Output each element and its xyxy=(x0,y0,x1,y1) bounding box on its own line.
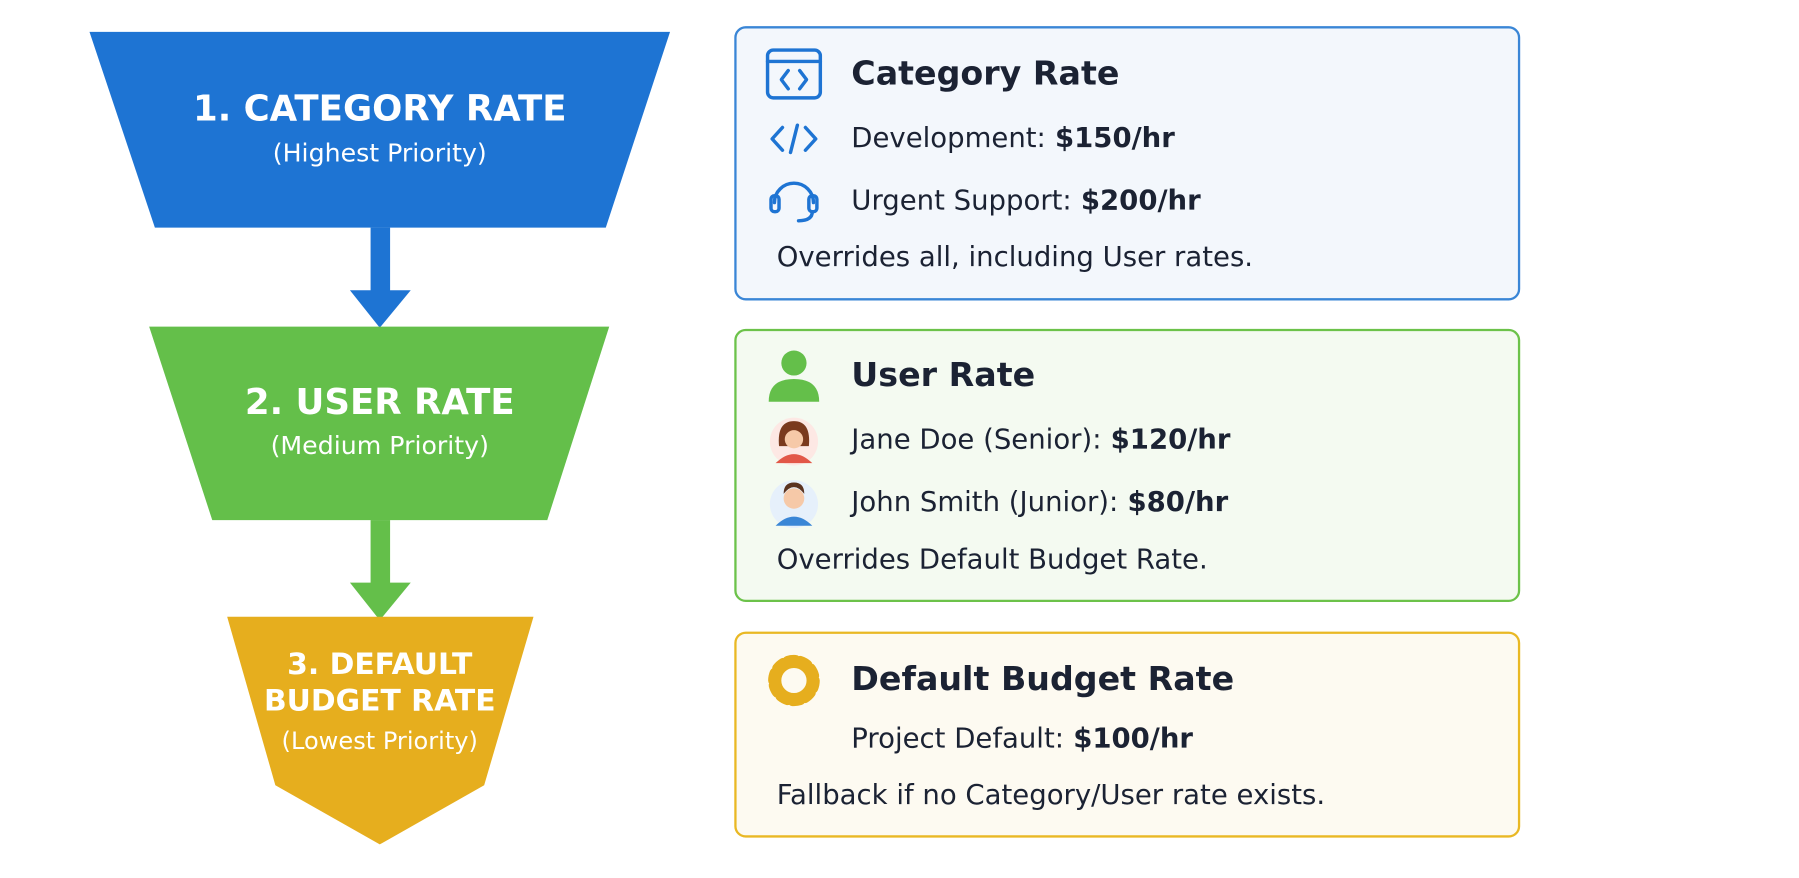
rate-value: $120/hr xyxy=(1111,424,1231,455)
rate-item: Development: $150/hr xyxy=(851,122,1175,153)
funnel-shapes xyxy=(89,31,671,845)
rate-item: Urgent Support: $200/hr xyxy=(851,185,1201,216)
cards-bg xyxy=(734,26,1521,838)
funnel-stage-2 xyxy=(149,326,610,521)
rate-value: $100/hr xyxy=(1073,723,1193,754)
rate-label: Project Default: xyxy=(851,723,1064,754)
card-note: Overrides Default Budget Rate. xyxy=(777,545,1208,576)
user-icon xyxy=(768,350,820,402)
rate-item: Project Default: $100/hr xyxy=(851,723,1193,754)
rate-value: $80/hr xyxy=(1128,487,1229,518)
funnel-title: BUDGET RATE xyxy=(264,684,496,719)
arrow-head xyxy=(349,582,411,621)
rate-value: $150/hr xyxy=(1055,122,1175,153)
card-note: Overrides all, including User rates. xyxy=(777,242,1253,273)
card-title: Default Budget Rate xyxy=(851,659,1234,698)
card-title: Category Rate xyxy=(851,54,1119,93)
rate-item: John Smith (Junior): $80/hr xyxy=(849,487,1228,518)
avatar-jane xyxy=(769,417,819,466)
funnel-subtitle: (Medium Priority) xyxy=(271,431,489,460)
funnel-title: 3. DEFAULT xyxy=(287,647,473,682)
card-note: Fallback if no Category/User rate exists… xyxy=(777,780,1325,811)
browser-icon xyxy=(765,48,823,100)
avatar-john xyxy=(769,480,819,529)
arrow-shaft xyxy=(370,520,391,584)
rate-label: Urgent Support: xyxy=(851,185,1071,216)
rate-label: Development: xyxy=(851,122,1046,153)
funnel-title: 1. CATEGORY RATE xyxy=(193,88,567,129)
rate-value: $200/hr xyxy=(1081,185,1201,216)
card-user xyxy=(734,328,1521,603)
card-default xyxy=(734,631,1521,838)
card-title: User Rate xyxy=(851,355,1035,394)
headset-icon xyxy=(769,181,819,223)
rate-item: Jane Doe (Senior): $120/hr xyxy=(849,424,1231,455)
icons xyxy=(765,48,823,707)
card-category xyxy=(734,26,1521,301)
funnel-title: 2. USER RATE xyxy=(245,382,515,423)
funnel-subtitle: (Lowest Priority) xyxy=(282,727,478,755)
arrow-head xyxy=(349,290,411,328)
rate-label: John Smith (Junior): xyxy=(849,487,1118,518)
funnel-stage-1 xyxy=(89,31,671,228)
arrow-shaft xyxy=(370,227,391,292)
rate-label: Jane Doe (Senior): xyxy=(849,424,1101,455)
funnel-subtitle: (Highest Priority) xyxy=(273,139,487,168)
code-icon xyxy=(770,123,818,155)
funnel-stage-3 xyxy=(227,616,534,845)
gear-icon xyxy=(768,654,820,707)
